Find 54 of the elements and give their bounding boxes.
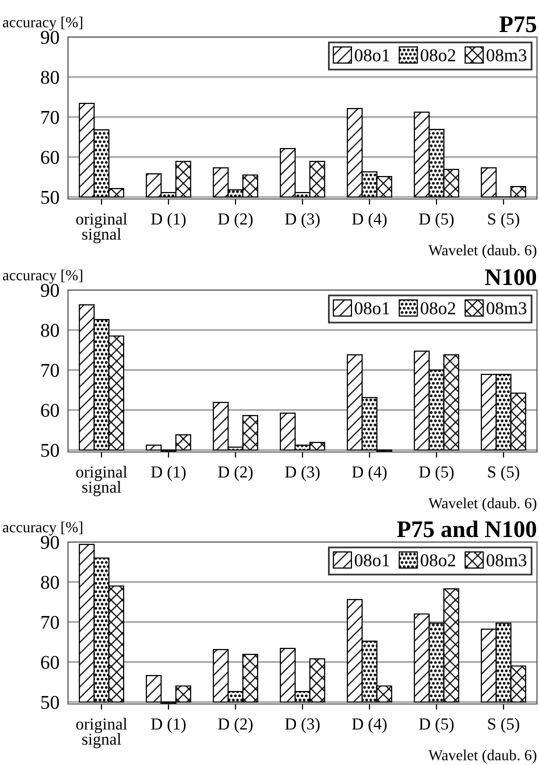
x-tick-label: original signal [76, 718, 128, 748]
y-tick-label: 90 [40, 30, 59, 44]
x-tick-label: D (5) [419, 466, 454, 482]
legend-label: 08o1 [354, 49, 390, 62]
y-tick-label: 60 [41, 150, 59, 164]
x-tick-label: original signal [76, 466, 128, 496]
y-axis-title: accuracy [%] [2, 522, 82, 536]
x-tick-label: original signal [76, 212, 128, 244]
chart-title: N100 [484, 269, 536, 286]
legend-label: 08m3 [486, 554, 526, 566]
x-tick-label: D (5) [419, 212, 454, 228]
x-tick-label: D (4) [352, 718, 387, 734]
x-tick-label: D (4) [352, 212, 387, 228]
y-tick-label: 50 [41, 444, 59, 457]
x-tick-label: D (4) [352, 466, 387, 482]
legend-label: 08o1 [354, 302, 390, 314]
y-tick-label: 50 [41, 696, 59, 709]
y-tick-label: 60 [41, 656, 59, 669]
y-axis-title: accuracy [%] [2, 16, 82, 31]
x-tick-label: D (5) [419, 718, 454, 734]
x-tick-label: S (5) [488, 466, 520, 482]
x-tick-label: D (1) [151, 466, 186, 482]
legend-label: 08m3 [486, 49, 526, 62]
x-tick-label: D (1) [151, 212, 186, 228]
x-tick-label: D (3) [285, 466, 320, 482]
chart-title: P75 and N100 [397, 520, 536, 538]
x-axis-title: Wavelet (daub. 6) [428, 498, 536, 512]
legend-label: 08o2 [420, 554, 456, 566]
chart-title: P75 [499, 16, 536, 32]
legend-label: 08o2 [420, 302, 456, 314]
y-tick-label: 80 [40, 324, 59, 337]
x-axis-title: Wavelet (daub. 6) [428, 750, 536, 764]
y-tick-label: 80 [40, 70, 59, 84]
legend-label: 08o2 [420, 49, 456, 62]
y-tick-label: 70 [42, 110, 59, 124]
x-tick-label: D (3) [285, 718, 320, 734]
y-axis-title: accuracy [%] [2, 270, 82, 284]
x-tick-label: D (1) [151, 718, 186, 734]
legend-label: 08o1 [354, 554, 390, 566]
x-tick-label: D (2) [218, 718, 253, 734]
y-tick-label: 70 [42, 616, 59, 629]
x-tick-label: S (5) [488, 212, 520, 228]
y-tick-label: 70 [42, 364, 59, 377]
x-tick-label: D (3) [285, 212, 320, 228]
x-axis-title: Wavelet (daub. 6) [428, 244, 536, 258]
x-tick-label: D (2) [218, 212, 253, 228]
legend-label: 08m3 [486, 302, 526, 314]
y-tick-label: 80 [40, 576, 59, 589]
y-tick-label: 60 [41, 404, 59, 417]
y-tick-label: 50 [41, 190, 59, 204]
y-tick-label: 90 [40, 284, 59, 297]
y-tick-label: 90 [40, 536, 59, 549]
x-tick-label: D (2) [218, 466, 253, 482]
x-tick-label: S (5) [488, 718, 520, 734]
